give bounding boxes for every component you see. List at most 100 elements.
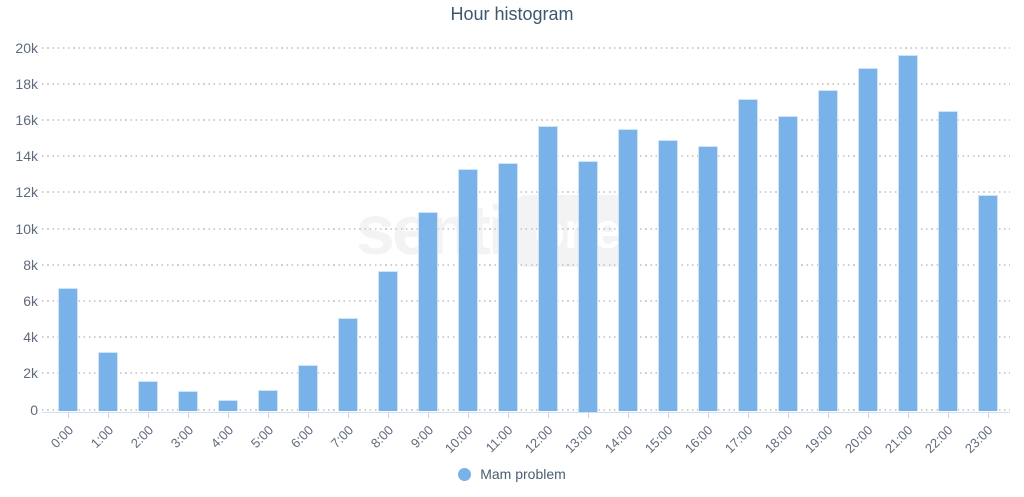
gridline [42,191,1010,194]
x-axis-label: 21:00 [882,422,916,456]
gridline [42,336,1010,339]
bar-100[interactable] [98,352,118,412]
y-axis-label: 14k [15,148,38,165]
y-axis-label: 4k [23,329,38,346]
x-axis-label: 13:00 [562,422,596,456]
x-axis-label: 3:00 [167,422,196,451]
x-axis-tick [947,413,949,418]
gridline [42,299,1010,302]
x-axis-tick [227,413,229,418]
x-axis-label: 9:00 [407,422,436,451]
x-axis-tick [547,413,549,418]
x-axis-label: 20:00 [842,422,876,456]
bar-1500[interactable] [658,139,678,412]
x-axis-tick [907,413,909,418]
bar-900[interactable] [418,212,438,412]
x-axis-tick [387,413,389,418]
x-axis-label: 1:00 [87,422,116,451]
bar-1900[interactable] [818,90,838,412]
bar-1000[interactable] [458,168,478,412]
x-axis-tick [307,413,309,418]
x-axis-label: 22:00 [922,422,956,456]
x-axis-tick [507,413,509,418]
x-axis-label: 12:00 [522,422,556,456]
gridline [42,372,1010,375]
bar-700[interactable] [338,318,358,412]
bar-200[interactable] [138,381,158,412]
y-axis-label: 10k [15,220,38,237]
x-axis-label: 6:00 [287,422,316,451]
bar-2200[interactable] [938,110,958,412]
legend-item-mam-problem[interactable]: Mam problem [458,466,566,482]
bar-500[interactable] [258,390,278,412]
x-axis-label: 2:00 [127,422,156,451]
bar-2100[interactable] [898,54,918,412]
gridline [42,46,1010,49]
bar-400[interactable] [218,399,238,412]
bar-2000[interactable] [858,68,878,412]
x-axis-label: 0:00 [47,422,76,451]
x-axis-tick [667,413,669,418]
x-axis-tick [747,413,749,418]
x-axis-label: 4:00 [207,422,236,451]
x-axis-label: 10:00 [442,422,476,456]
bar-1800[interactable] [778,116,798,412]
x-axis-tick [587,413,589,418]
y-axis-label: 16k [15,111,38,128]
x-axis-tick [107,413,109,418]
x-axis-label: 15:00 [642,422,676,456]
gridline [42,263,1010,266]
gridline [42,118,1010,121]
series-marker-icon [458,467,472,481]
x-axis-label: 16:00 [682,422,716,456]
chart-title: Hour histogram [450,4,574,24]
legend: Mam problem [0,466,1024,482]
gridline [42,227,1010,230]
y-axis-label: 6k [23,292,38,309]
bar-300[interactable] [178,391,198,412]
x-axis-label: 19:00 [802,422,836,456]
y-axis-label: 8k [23,256,38,273]
x-axis-tick [867,413,869,418]
x-axis-label: 18:00 [762,422,796,456]
x-axis-label: 23:00 [962,422,996,456]
bar-1300[interactable] [578,160,598,412]
x-axis-tick [707,413,709,418]
bar-000[interactable] [58,288,78,412]
bar-1200[interactable] [538,126,558,412]
x-axis-label: 7:00 [327,422,356,451]
x-axis-tick [427,413,429,418]
x-axis-tick [827,413,829,418]
bar-1600[interactable] [698,146,718,412]
y-axis-label: 20k [15,39,38,56]
bar-1100[interactable] [498,163,518,412]
legend-item-label: Mam problem [480,466,566,482]
y-axis-label: 12k [15,184,38,201]
x-axis-tick [147,413,149,418]
x-axis-tick [627,413,629,418]
gridline [42,82,1010,85]
x-axis-label: 11:00 [483,422,516,456]
x-axis-tick [187,413,189,418]
bar-2300[interactable] [978,195,998,412]
x-axis-tick [67,413,69,418]
y-axis-label: 0 [30,401,38,418]
x-axis-label: 14:00 [602,422,636,456]
x-axis-tick [987,413,989,418]
bar-800[interactable] [378,271,398,412]
y-axis-label: 2k [23,365,38,382]
y-axis-label: 18k [15,75,38,92]
x-axis-label: 5:00 [247,422,276,451]
gridline [42,408,1010,411]
x-axis-tick [787,413,789,418]
x-axis-tick [347,413,349,418]
bar-1400[interactable] [618,128,638,412]
bar-1700[interactable] [738,99,758,412]
x-axis-line [42,411,1010,413]
bar-600[interactable] [298,365,318,412]
gridline [42,155,1010,158]
x-axis-label: 17:00 [722,422,756,456]
x-axis-tick [267,413,269,418]
